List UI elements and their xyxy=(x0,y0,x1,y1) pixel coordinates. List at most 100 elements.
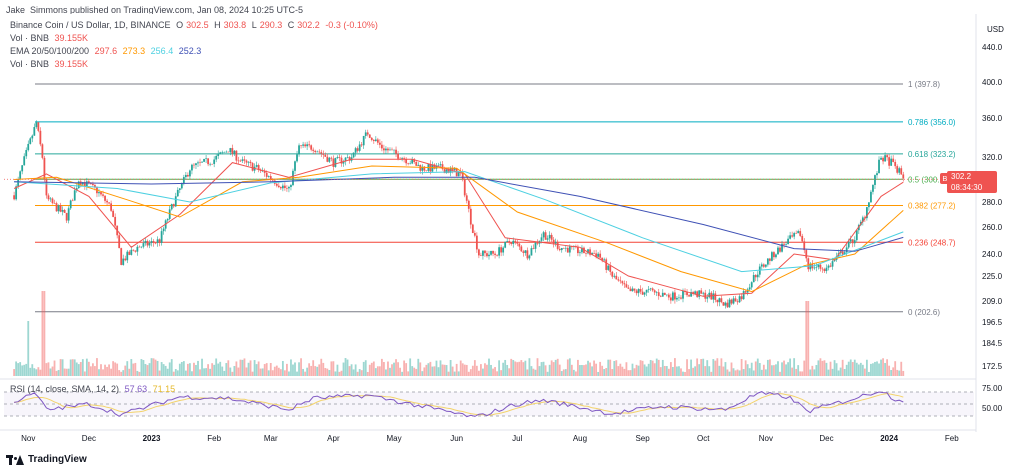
volume-bar xyxy=(395,359,397,376)
candle-body xyxy=(57,205,60,212)
volume-bar xyxy=(886,359,889,376)
candle-body xyxy=(698,290,701,297)
volume-bar xyxy=(613,360,616,376)
volume-bar xyxy=(330,361,333,376)
volume-bar xyxy=(859,362,862,376)
candle-body xyxy=(475,235,478,250)
volume-bar xyxy=(518,361,521,376)
candle-body xyxy=(851,239,854,244)
volume-bar xyxy=(162,364,165,376)
candle-body xyxy=(47,195,50,200)
candle-body xyxy=(334,157,337,167)
volume-bar xyxy=(368,364,371,376)
volume-bar xyxy=(831,368,834,376)
volume-bar xyxy=(851,362,854,376)
candle-body xyxy=(554,241,557,244)
candle-body xyxy=(241,159,244,161)
volume-bar xyxy=(423,367,426,376)
candle-body xyxy=(395,149,397,154)
candle-body xyxy=(413,159,416,162)
candle-body xyxy=(182,177,185,184)
candle-body xyxy=(536,242,539,244)
x-tick-label: May xyxy=(386,434,401,443)
volume-bar xyxy=(389,367,391,376)
volume-bar xyxy=(94,366,96,376)
candle-body xyxy=(595,253,598,257)
volume-bar xyxy=(758,363,761,376)
volume-bar xyxy=(158,370,161,376)
candle-body xyxy=(75,188,78,191)
volume-bar xyxy=(296,371,298,376)
volume-bar xyxy=(811,365,814,376)
volume-bar xyxy=(334,371,337,376)
volume-bar xyxy=(304,371,307,376)
candle-body xyxy=(655,292,658,293)
candle-body xyxy=(621,281,624,284)
candle-body xyxy=(732,298,735,304)
volume-bar xyxy=(447,371,450,376)
legend-o-label: O xyxy=(176,20,184,30)
candle-body xyxy=(328,157,331,162)
candle-body xyxy=(548,234,551,239)
volume-bar xyxy=(118,370,121,376)
candle-body xyxy=(176,189,179,197)
legend-c-label: C xyxy=(287,20,295,30)
volume-bar xyxy=(441,364,444,376)
volume-bar xyxy=(207,364,210,376)
candle-body xyxy=(19,171,22,179)
candle-body xyxy=(447,169,450,173)
legend-ema-row: EMA 20/50/100/200 297.6 273.3 256.4 252.… xyxy=(10,46,204,56)
candle-body xyxy=(31,135,34,139)
candle-body xyxy=(257,165,260,171)
candle-body xyxy=(807,258,810,270)
candle-body xyxy=(665,294,668,296)
candle-body xyxy=(92,183,94,186)
volume-bar xyxy=(498,360,501,376)
x-tick-label: Mar xyxy=(264,434,278,443)
x-tick-label: Dec xyxy=(819,434,833,443)
candle-body xyxy=(372,139,375,142)
y-tick-label: 209.0 xyxy=(982,297,1003,306)
volume-bar xyxy=(520,360,523,376)
volume-bar xyxy=(475,365,478,376)
volume-bar xyxy=(318,364,321,376)
legend-rsi-label: RSI (14, close, SMA, 14, 2) xyxy=(10,384,120,394)
volume-bar xyxy=(649,359,652,376)
candle-body xyxy=(742,291,745,300)
volume-bar xyxy=(890,370,893,376)
x-tick-label: Oct xyxy=(697,434,710,443)
volume-bar xyxy=(637,365,640,376)
y-tick-label: 196.5 xyxy=(982,318,1003,327)
candle-body xyxy=(490,250,492,255)
legend-change: -0.3 (-0.10%) xyxy=(325,20,378,30)
volume-bar xyxy=(623,368,626,376)
volume-bar xyxy=(609,359,612,376)
volume-bar xyxy=(488,358,490,376)
volume-bar xyxy=(665,366,668,376)
volume-bar xyxy=(775,364,777,376)
volume-bar xyxy=(554,359,557,376)
candle-body xyxy=(680,297,682,299)
volume-bar xyxy=(391,364,393,376)
volume-bar xyxy=(700,359,703,376)
volume-bar xyxy=(546,371,549,376)
plot-background xyxy=(0,14,976,432)
volume-bar xyxy=(174,369,177,376)
candle-body xyxy=(690,292,692,297)
candle-body xyxy=(861,217,864,222)
volume-bar xyxy=(312,360,315,376)
candle-body xyxy=(615,275,618,280)
volume-bar xyxy=(738,370,741,376)
volume-bar xyxy=(577,359,579,376)
candle-body xyxy=(886,155,889,158)
volume-bar xyxy=(514,361,517,376)
candle-body xyxy=(219,152,222,155)
candle-body xyxy=(211,163,214,165)
volume-bar xyxy=(785,364,787,376)
volume-bar xyxy=(380,358,383,376)
volume-bar xyxy=(585,364,587,376)
tradingview-footer[interactable]: TradingView xyxy=(6,454,87,465)
volume-bar xyxy=(698,364,701,376)
candle-body xyxy=(502,247,505,253)
